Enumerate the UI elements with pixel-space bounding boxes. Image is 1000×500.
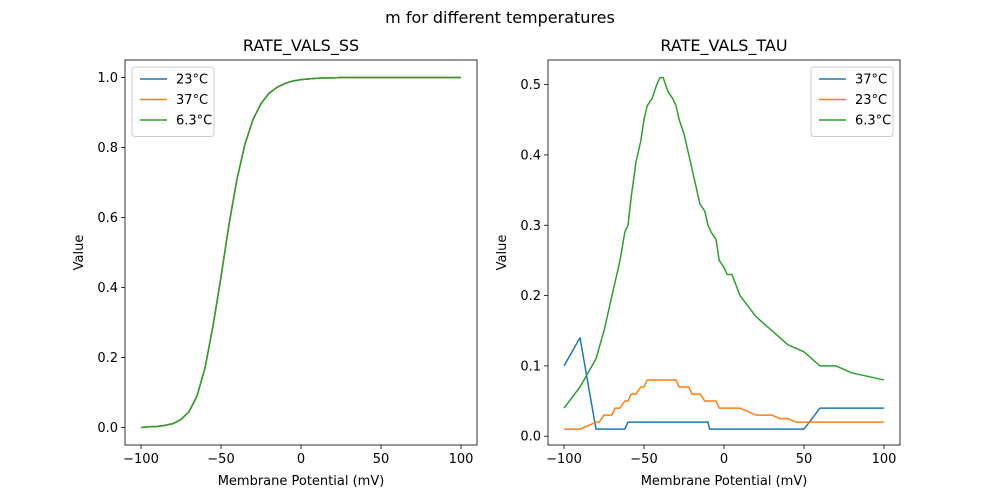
legend-label: 23°C: [176, 73, 208, 88]
legend-box: [131, 66, 215, 137]
x-tick-label: −100: [546, 452, 582, 467]
y-tick-label: 1.0: [97, 71, 118, 86]
legend: 37°C 23°C 6.3°C: [810, 66, 894, 137]
y-axis-label: Value: [495, 235, 510, 271]
legend-label: 6.3°C: [176, 114, 212, 129]
legend: 23°C 37°C 6.3°C: [131, 66, 215, 137]
x-tick-label: 50: [796, 452, 813, 467]
legend-box: [810, 66, 894, 137]
x-tick-label: −50: [207, 452, 234, 467]
y-tick-label: 0.0: [520, 430, 541, 445]
x-tick-label: 0: [297, 452, 305, 467]
x-tick-label: 0: [720, 452, 728, 467]
x-tick-label: 100: [449, 452, 474, 467]
y-tick-label: 0.0: [97, 421, 118, 436]
series-line-3: [563, 76, 885, 409]
legend-label: 37°C: [855, 73, 887, 88]
series-line-3: [140, 76, 461, 429]
legend-label: 6.3°C: [855, 114, 891, 129]
y-tick-label: 0.1: [520, 359, 541, 374]
y-tick-label: 0.8: [97, 141, 118, 156]
x-axis-label: Membrane Potential (mV): [641, 474, 808, 489]
x-tick-label: −50: [630, 452, 657, 467]
figure-suptitle: m for different temperatures: [385, 8, 615, 27]
series-line-2: [564, 379, 884, 430]
y-tick-label: 0.5: [520, 78, 541, 93]
plots-container: −100 −50 0 50 100 0.0 0.2 0.4 0.6 0.8 1.0 RATE_VALS…: [72, 36, 901, 489]
y-tick-label: 0.4: [97, 281, 118, 296]
y-tick-label: 0.4: [520, 148, 541, 163]
y-tick-label: 0.2: [97, 351, 118, 366]
legend-label: 37°C: [176, 93, 208, 108]
x-tick-label: 100: [872, 452, 897, 467]
subplot-title: RATE_VALS_TAU: [660, 36, 787, 56]
subplot-1: −100 −50 0 50 100 0.0 0.2 0.4 0.6 0.8 1.0 RATE_VALS…: [72, 36, 478, 489]
series-line-1: [563, 337, 884, 430]
y-tick-label: 0.3: [520, 219, 541, 234]
x-tick-label: −100: [123, 452, 159, 467]
legend-label: 23°C: [855, 93, 887, 108]
subplot-2: −100 −50 0 50 100 0.0 0.1 0.2 0.3 0.4 0.5 RATE_VALS…: [495, 36, 901, 489]
x-axis-label: Membrane Potential (mV): [218, 474, 385, 489]
y-tick-label: 0.2: [520, 289, 541, 304]
y-axis-label: Value: [72, 235, 87, 271]
x-tick-label: 50: [373, 452, 390, 467]
subplot-title: RATE_VALS_SS: [243, 36, 359, 56]
y-tick-label: 0.6: [97, 211, 118, 226]
